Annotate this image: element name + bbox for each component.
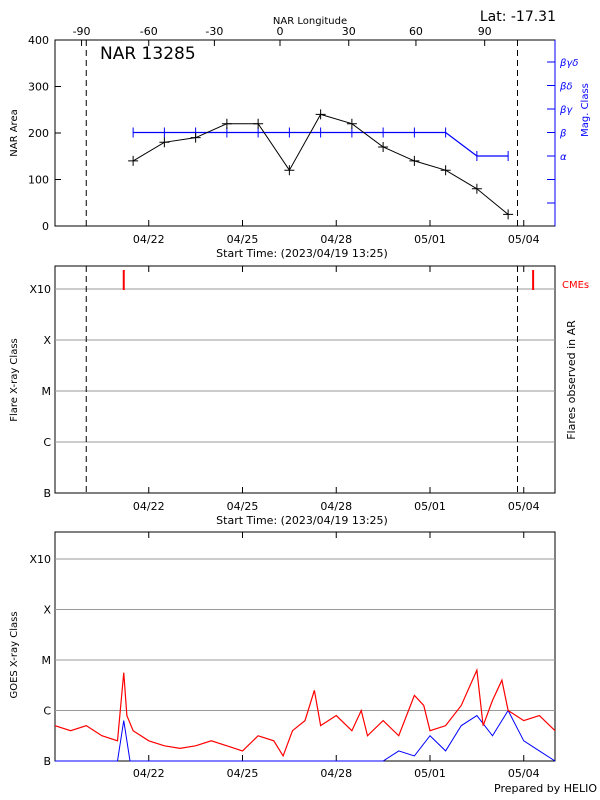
nar-area-panel: NAR Longitude Lat: -17.31 NAR 13285 0 100… [9, 9, 591, 260]
flares-observed-label: Flares observed in AR [565, 320, 578, 440]
nar-area-point [346, 118, 357, 129]
goes-long-line [54, 667, 556, 758]
x-tick-label: 05/01 [414, 767, 446, 780]
top-tick-label: -90 [73, 25, 91, 38]
nar-area-point [159, 137, 170, 148]
mag-class-label: α [560, 152, 567, 163]
top-tick-label: 30 [342, 25, 356, 38]
footer-credit: Prepared by HELIO [494, 782, 597, 795]
flare-grid: B C M X X10 04/22 04/25 04/28 05/01 05/04 [29, 266, 555, 513]
y-tick-label: 300 [28, 81, 49, 94]
latitude-label: Lat: -17.31 [480, 9, 556, 25]
mag-class-label: βγδ [559, 58, 578, 69]
class-label: X [43, 604, 51, 617]
nar-area-point [253, 118, 264, 129]
nar-area-point [409, 155, 420, 166]
class-label: X10 [29, 553, 51, 566]
flare-class-panel: B C M X X10 04/22 04/25 04/28 05/01 05/04 CMEs Fl… [9, 265, 589, 527]
top-tick-label: -30 [205, 25, 223, 38]
x-tick-label: 05/01 [414, 500, 446, 513]
goes-series [54, 667, 556, 762]
nar-area-series [85, 40, 518, 226]
x-tick-label: 04/25 [227, 233, 259, 246]
mag-class-ylabel: Mag. Class [580, 83, 591, 137]
nar-area-point [440, 165, 451, 176]
flare-plot-frame [54, 265, 556, 494]
nar-area-point [221, 118, 232, 129]
x-tick-label: 04/25 [227, 767, 259, 780]
x-tick-label: 05/04 [508, 233, 540, 246]
flare-ylabel: Flare X-ray Class [9, 338, 20, 422]
goes-grid: B C M X X10 04/22 04/25 04/28 05/01 05/04 [29, 532, 555, 780]
x-tick-label: 05/04 [508, 767, 540, 780]
y-tick-label: 200 [28, 127, 49, 140]
nar-area-point [378, 141, 389, 152]
top-tick-label: -60 [140, 25, 158, 38]
class-label: M [42, 654, 52, 667]
x-tick-label: 05/01 [414, 233, 446, 246]
nar-area-point [315, 109, 326, 120]
class-label: X10 [29, 283, 51, 296]
nar-area-xlabel: Start Time: (2023/04/19 13:25) [216, 247, 388, 260]
x-tick-label: 04/22 [133, 233, 165, 246]
x-tick-label: 04/28 [320, 767, 352, 780]
x-tick-label: 04/22 [133, 767, 165, 780]
flare-marks [85, 266, 535, 493]
nar-area-point [471, 183, 482, 194]
class-label: X [43, 334, 51, 347]
top-tick-label: 90 [478, 25, 492, 38]
top-axis-label: NAR Longitude [273, 16, 347, 27]
mag-class-label: βδ [559, 82, 573, 93]
nar-area-point [503, 209, 514, 220]
goes-short-line [55, 709, 556, 762]
nar-area-point [284, 165, 295, 176]
mag-class-label: β [559, 129, 567, 140]
goes-panel: B C M X X10 04/22 04/25 04/28 05/01 05/04 GOES X-… [9, 531, 556, 780]
goes-ylabel: GOES X-ray Class [9, 611, 20, 698]
x-tick-label: 04/22 [133, 500, 165, 513]
y-tick-label: 400 [28, 34, 49, 47]
y-tick-label: 100 [28, 174, 49, 187]
x-tick-label: 04/28 [320, 233, 352, 246]
x-tick-label: 04/28 [320, 500, 352, 513]
nar-area-ylabel: NAR Area [9, 109, 20, 156]
top-tick-label: 60 [409, 25, 423, 38]
x-tick-label: 05/04 [508, 500, 540, 513]
flare-xlabel: Start Time: (2023/04/19 13:25) [216, 514, 388, 527]
top-tick-label: 0 [277, 25, 284, 38]
class-label: B [43, 487, 51, 500]
x-tick-label: 04/25 [227, 500, 259, 513]
nar-area-point [128, 155, 139, 166]
region-title: NAR 13285 [100, 44, 196, 64]
class-label: C [43, 705, 51, 718]
y-tick-label: 0 [42, 220, 49, 233]
class-label: M [42, 385, 52, 398]
nar-area-point [190, 132, 201, 143]
class-label: B [43, 755, 51, 768]
mag-class-label: βγ [559, 105, 573, 116]
class-label: C [43, 436, 51, 449]
goes-plot-frame [54, 531, 556, 762]
cme-label: CMEs [562, 280, 589, 291]
